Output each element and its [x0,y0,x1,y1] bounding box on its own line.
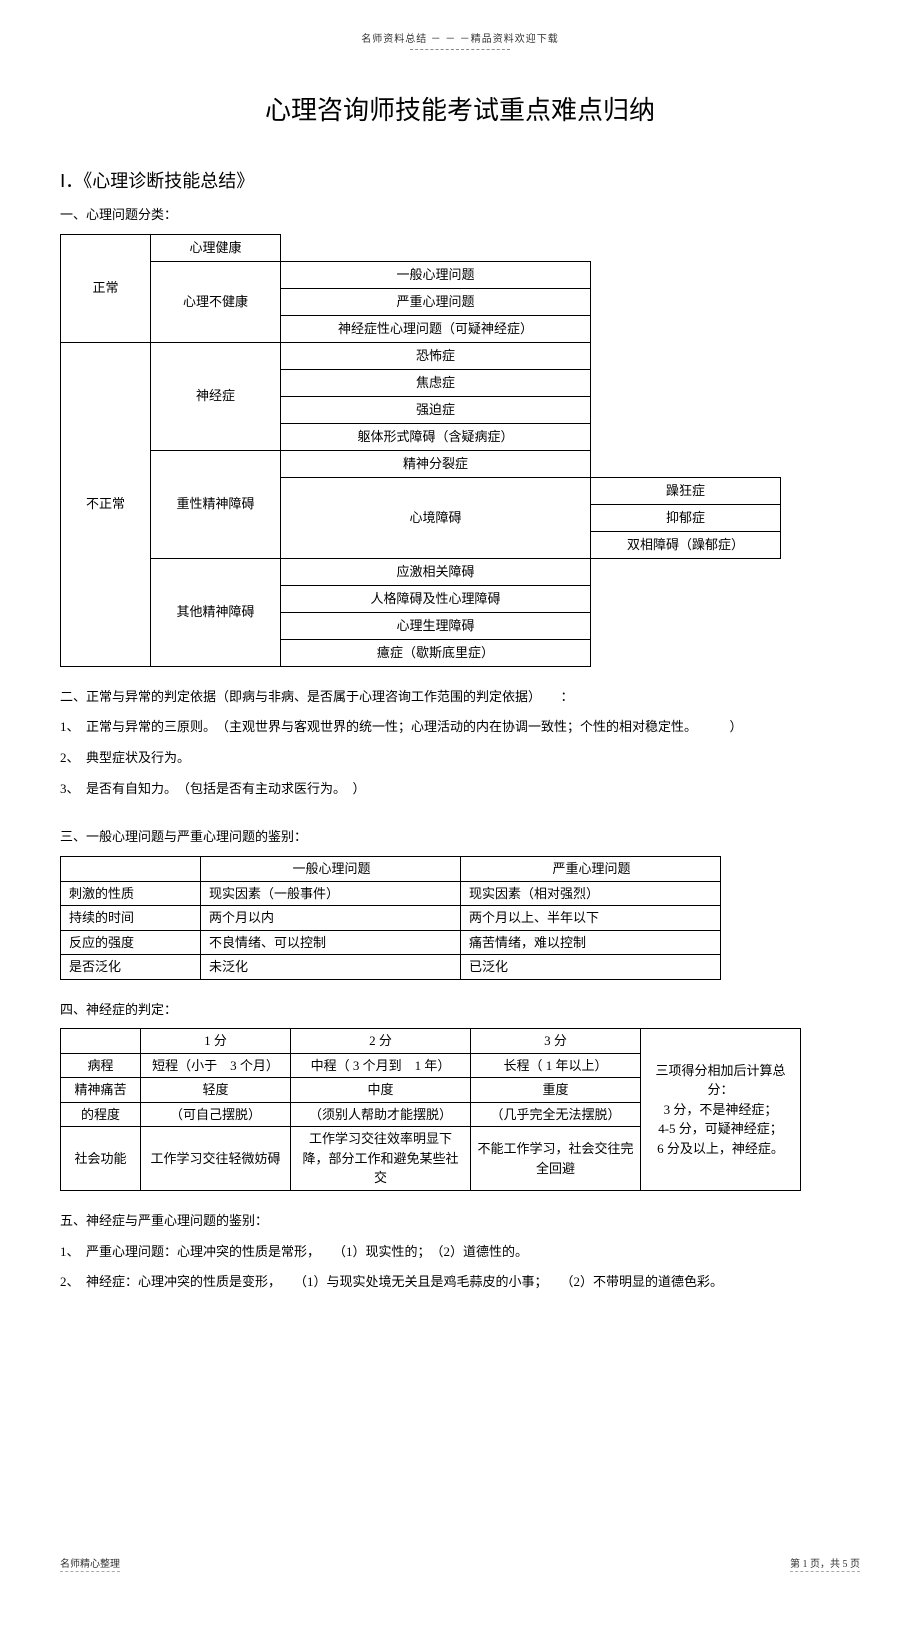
t3-h0 [61,857,201,882]
t4-r2b: 的程度 [61,1102,141,1127]
t4-r2e1: 重度 [471,1078,641,1103]
t3-r3c2: 已泛化 [461,955,721,980]
t3-r0c2: 现实因素（相对强烈） [461,881,721,906]
cell-abnormal: 不正常 [61,342,151,666]
t3-r3c0: 是否泛化 [61,955,201,980]
cell-mania: 躁狂症 [591,477,781,504]
section-3-heading: 三、一般心理问题与严重心理问题的鉴别： [60,825,860,850]
t4-r2d2: （须别人帮助才能摆脱） [291,1102,471,1127]
t4-r1c2: 中程（ 3 个月到 1 年） [291,1053,471,1078]
t4-h0 [61,1029,141,1054]
t4-r3c1: 工作学习交往轻微妨碍 [141,1127,291,1191]
section-2-line2: 1、 正常与异常的三原则。 （主观世界与客观世界的统一性；心理活动的内在协调一致… [60,715,860,740]
page-title: 心理咨询师技能考试重点难点归纳 [60,90,860,127]
page-footer: 名师精心整理 第 1 页，共 5 页 [60,1555,860,1572]
cell-psychophysio: 心理生理障碍 [281,612,591,639]
cell-unhealthy: 心理不健康 [151,261,281,342]
cell-hysteria: 癔症（歇斯底里症） [281,639,591,666]
cell-schizophrenia: 精神分裂症 [281,450,591,477]
cell-ocd: 强迫症 [281,396,591,423]
section-5-heading: 五、神经症与严重心理问题的鉴别： [60,1209,860,1234]
t4-r1c3: 长程（ 1 年以上） [471,1053,641,1078]
cell-mood-disorder: 心境障碍 [281,477,591,558]
section-4-heading: 四、神经症的判定： [60,998,860,1023]
t3-r2c0: 反应的强度 [61,930,201,955]
t3-r1c0: 持续的时间 [61,906,201,931]
t4-r2c1: 轻度 [141,1078,291,1103]
cell-depression: 抑郁症 [591,504,781,531]
classification-table: 正常 心理健康 心理不健康 一般心理问题 严重心理问题 神经症性心理问题（可疑神… [60,234,781,667]
cell-anxiety: 焦虑症 [281,369,591,396]
section-5-line1: 1、 严重心理问题：心理冲突的性质是常形， （1）现实性的； （2）道德性的。 [60,1240,860,1265]
comparison-table: 一般心理问题 严重心理问题 刺激的性质 现实因素（一般事件） 现实因素（相对强烈… [60,856,721,980]
t3-r2c1: 不良情绪、可以控制 [201,930,461,955]
cell-phobia: 恐怖症 [281,342,591,369]
page-top-rule [410,49,510,50]
cell-normal: 正常 [61,234,151,342]
t3-r0c0: 刺激的性质 [61,881,201,906]
t4-r1c0: 病程 [61,1053,141,1078]
t4-r2d1: 中度 [291,1078,471,1103]
t4-r3c3: 不能工作学习，社会交往完全回避 [471,1127,641,1191]
t4-h1: 1 分 [141,1029,291,1054]
page-top-header: 名师资料总结 － － －精品资料欢迎下载 [60,30,860,45]
t4-r2e2: （几乎完全无法摆脱） [471,1102,641,1127]
t4-r1c1: 短程（小于 3 个月） [141,1053,291,1078]
cell-general-problem: 一般心理问题 [281,261,591,288]
t3-r3c1: 未泛化 [201,955,461,980]
section-1-sub: 一、心理问题分类： [60,203,860,228]
t3-h2: 严重心理问题 [461,857,721,882]
t4-h2: 2 分 [291,1029,471,1054]
section-2-line1: 二、正常与异常的判定依据（即病与非病、是否属于心理咨询工作范围的判定依据） ： [60,685,860,710]
t4-note: 三项得分相加后计算总分： 3 分，不是神经症； 4-5 分，可疑神经症； 6 分… [641,1029,801,1191]
t3-r0c1: 现实因素（一般事件） [201,881,461,906]
t4-r2a: 精神痛苦 [61,1078,141,1103]
cell-bipolar: 双相障碍（躁郁症） [591,531,781,558]
t4-r3c2: 工作学习交往效率明显下降，部分工作和避免某些社交 [291,1127,471,1191]
cell-severe-problem: 严重心理问题 [281,288,591,315]
t4-h3: 3 分 [471,1029,641,1054]
section-2-line3: 2、 典型症状及行为。 [60,746,860,771]
t4-r3c0: 社会功能 [61,1127,141,1191]
cell-neurotic-problem: 神经症性心理问题（可疑神经症） [281,315,591,342]
cell-stress-related: 应激相关障碍 [281,558,591,585]
cell-neurosis: 神经症 [151,342,281,450]
t3-h1: 一般心理问题 [201,857,461,882]
footer-right: 第 1 页，共 5 页 [790,1555,860,1572]
cell-major-mental: 重性精神障碍 [151,450,281,558]
cell-healthy: 心理健康 [151,234,281,261]
section-1-heading: Ⅰ．《心理诊断技能总结》 [60,167,860,193]
section-2-line4: 3、 是否有自知力。 （包括是否有主动求医行为。 ） [60,777,860,802]
cell-somatoform: 躯体形式障碍（含疑病症） [281,423,591,450]
t3-r1c2: 两个月以上、半年以下 [461,906,721,931]
cell-personality: 人格障碍及性心理障碍 [281,585,591,612]
footer-left: 名师精心整理 [60,1555,120,1572]
cell-other-mental: 其他精神障碍 [151,558,281,666]
t4-r2c2: （可自己摆脱） [141,1102,291,1127]
t3-r2c2: 痛苦情绪，难以控制 [461,930,721,955]
neurosis-score-table: 1 分 2 分 3 分 三项得分相加后计算总分： 3 分，不是神经症； 4-5 … [60,1028,801,1191]
t3-r1c1: 两个月以内 [201,906,461,931]
section-5-line2: 2、 神经症：心理冲突的性质是变形， （1）与现实处境无关且是鸡毛蒜皮的小事； … [60,1270,860,1295]
